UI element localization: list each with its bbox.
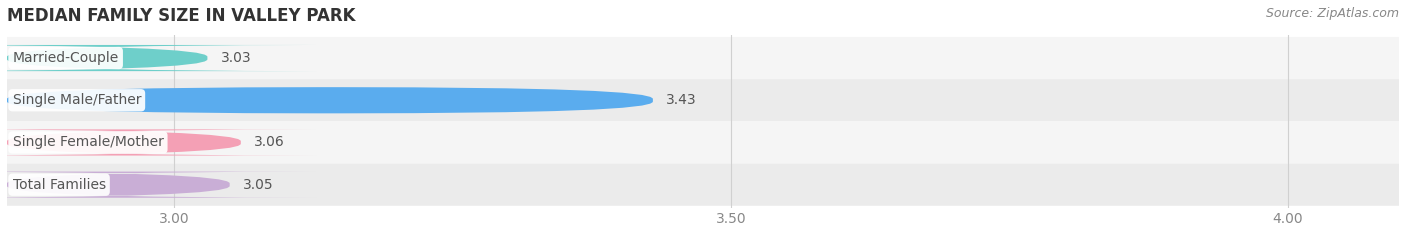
- FancyBboxPatch shape: [7, 121, 1399, 164]
- Text: Single Male/Father: Single Male/Father: [13, 93, 141, 107]
- FancyBboxPatch shape: [0, 129, 318, 156]
- FancyBboxPatch shape: [7, 79, 1399, 121]
- FancyBboxPatch shape: [0, 45, 318, 71]
- Text: Single Female/Mother: Single Female/Mother: [13, 135, 163, 149]
- FancyBboxPatch shape: [7, 164, 1399, 206]
- Text: Married-Couple: Married-Couple: [13, 51, 118, 65]
- Text: MEDIAN FAMILY SIZE IN VALLEY PARK: MEDIAN FAMILY SIZE IN VALLEY PARK: [7, 7, 356, 25]
- FancyBboxPatch shape: [0, 171, 318, 198]
- Text: 3.03: 3.03: [221, 51, 252, 65]
- Text: 3.43: 3.43: [666, 93, 697, 107]
- Text: Total Families: Total Families: [13, 178, 105, 192]
- FancyBboxPatch shape: [7, 37, 1399, 79]
- Text: 3.05: 3.05: [243, 178, 274, 192]
- Text: Source: ZipAtlas.com: Source: ZipAtlas.com: [1265, 7, 1399, 20]
- Text: 3.06: 3.06: [254, 135, 285, 149]
- FancyBboxPatch shape: [7, 87, 652, 113]
